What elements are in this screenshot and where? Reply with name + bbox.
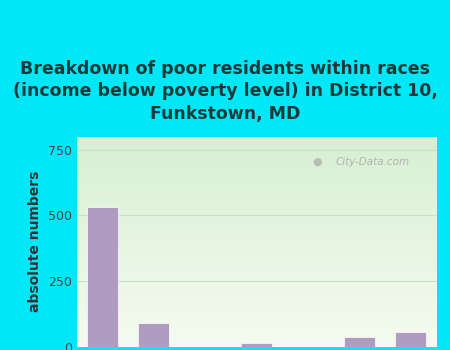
Text: ●: ●: [313, 157, 323, 167]
Text: Breakdown of poor residents within races
(income below poverty level) in Distric: Breakdown of poor residents within races…: [13, 60, 437, 123]
Y-axis label: absolute numbers: absolute numbers: [28, 171, 42, 312]
Bar: [396, 332, 426, 346]
Text: City-Data.com: City-Data.com: [336, 157, 410, 167]
Bar: [241, 343, 272, 346]
Bar: [87, 207, 117, 346]
Bar: [138, 323, 169, 346]
Bar: [344, 337, 375, 346]
